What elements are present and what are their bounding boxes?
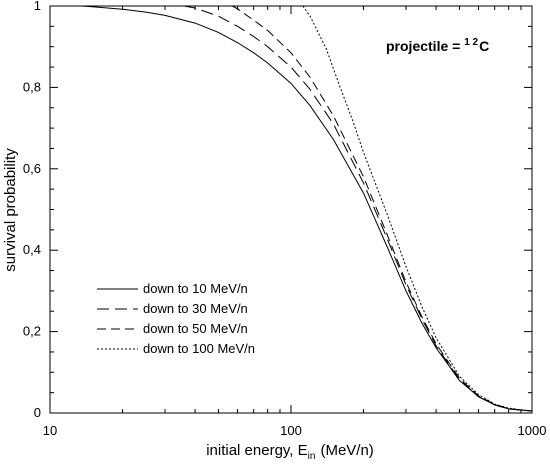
projectile-annotation-prefix: projectile =	[386, 38, 464, 54]
projectile-annotation-mass: 1 2	[464, 37, 478, 48]
axis-tick-labels: 10 100 1000 0 0,2 0,4 0,6 0,8 1	[23, 0, 547, 438]
legend-label-4: down to 100 MeV/n	[143, 341, 255, 356]
y-tick-label: 0,8	[23, 79, 41, 94]
plot-frame	[49, 5, 533, 414]
y-axis-label: survival probability	[2, 148, 19, 272]
legend-label-2: down to 30 MeV/n	[143, 301, 248, 316]
series-line-3	[231, 5, 533, 412]
series-lines	[81, 5, 533, 412]
y-tick-label: 0	[34, 405, 41, 420]
projectile-annotation-element: C	[479, 38, 489, 54]
x-tick-label: 1000	[518, 423, 547, 438]
x-axis-label-subscript: in	[308, 451, 316, 462]
x-axis-label-unit: (MeV/n)	[320, 442, 373, 459]
y-tick-label: 1	[34, 0, 41, 13]
x-axis-label-main: initial energy, E	[206, 442, 307, 459]
y-tick-label: 0,2	[23, 324, 41, 339]
x-tick-label: 100	[280, 423, 302, 438]
axis-ticks	[49, 5, 532, 414]
legend: down to 10 MeV/n down to 30 MeV/n down to …	[97, 281, 255, 356]
y-tick-label: 0,4	[23, 242, 41, 257]
legend-label-1: down to 10 MeV/n	[143, 281, 248, 296]
y-tick-label: 0,6	[23, 161, 41, 176]
projectile-annotation: projectile = 1 2C	[386, 37, 489, 54]
legend-label-3: down to 50 MeV/n	[143, 321, 248, 336]
x-axis-label: initial energy, Ein (MeV/n)	[206, 442, 374, 462]
x-tick-label: 10	[43, 423, 57, 438]
series-line-4	[302, 5, 533, 412]
